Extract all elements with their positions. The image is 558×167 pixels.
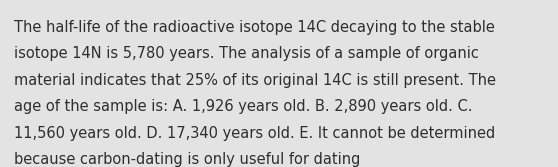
Text: 11,560 years old. D. 17,340 years old. E. It cannot be determined: 11,560 years old. D. 17,340 years old. E… [14,126,495,141]
Text: age of the sample is: A. 1,926 years old. B. 2,890 years old. C.: age of the sample is: A. 1,926 years old… [14,99,473,114]
Text: because carbon-dating is only useful for dating: because carbon-dating is only useful for… [14,152,360,167]
Text: isotope 14N is 5,780 years. The analysis of a sample of organic: isotope 14N is 5,780 years. The analysis… [14,46,479,61]
Text: The half-life of the radioactive isotope 14C decaying to the stable: The half-life of the radioactive isotope… [14,20,495,35]
Text: material indicates that 25% of its original 14C is still present. The: material indicates that 25% of its origi… [14,73,496,88]
